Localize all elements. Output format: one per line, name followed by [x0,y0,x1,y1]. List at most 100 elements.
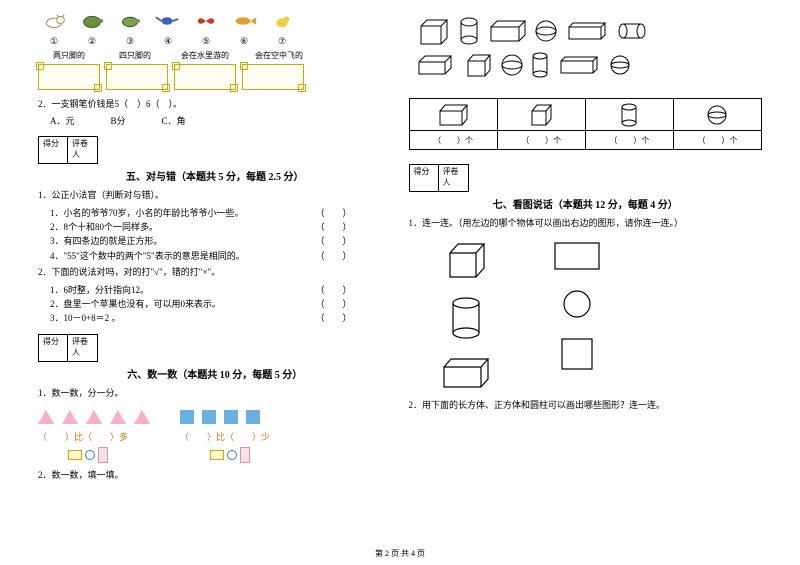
animal-butterfly-icon [190,10,222,32]
square-icon [560,337,594,371]
s5-q2: 2．下面的说法对吗，对的打"√"，错的打"×"。 [38,266,392,280]
cylinder-solid-icon [450,297,482,339]
q2-stem: 2．一支钢笔价钱是5（ ）6（ ）。 [38,98,392,112]
label-swim: 会在水里游的 [170,50,240,61]
num-4: ④ [152,36,184,47]
answer-box[interactable] [38,64,100,90]
cuboid-icon [557,55,601,75]
animal-fish-icon [228,10,260,32]
square-icon [180,410,194,424]
animal-chick-icon [266,10,298,32]
num-1: ① [38,36,70,47]
cube-solid-icon [444,241,488,279]
score-box-5: 得分 评卷人 [38,136,392,164]
grader-label: 评卷人 [68,334,98,362]
cube-icon [415,16,451,46]
square-icon [202,410,216,424]
paren[interactable]: （ ） [315,249,351,263]
q2-options: A．元 B分 C．角 [38,115,392,129]
label-fly: 会在空中飞的 [244,50,314,61]
compare-less: （ ）比（ ）少 [180,430,270,443]
s5-i1: 1．小名的爷爷70岁，小名的年龄比爷爷小一些。 [50,206,244,220]
animal-turtle2-icon [114,10,146,32]
score-box-7: 得分 评卷人 [409,164,763,192]
paren[interactable]: （ ） [315,311,351,325]
mini-rect-icon [98,447,108,463]
label-2legs: 两只脚的 [38,50,100,61]
answer-box[interactable] [242,64,304,90]
score-label: 得分 [38,334,68,362]
paren[interactable]: （ ） [315,206,351,220]
cuboid-solid-icon [439,357,493,389]
score-label: 得分 [38,136,68,164]
s7-q2: 2．用下面的长方体、正方体和圆柱可以画出哪些图形？连一连。 [409,399,763,413]
label-4legs: 四只脚的 [104,50,166,61]
animal-bird-icon [152,10,184,32]
sphere-icon [706,104,728,126]
s5-q1: 1．公正小法官（判断对与错）。 [38,189,392,203]
mini-rect-icon [210,450,224,460]
matching-area[interactable] [439,241,763,389]
num-2: ② [76,36,108,47]
animal-dog-icon [38,10,70,32]
s6-q2: 2．数一数，填一填。 [38,469,392,483]
answer-box[interactable] [106,64,168,90]
num-7: ⑦ [266,36,298,47]
num-5: ⑤ [190,36,222,47]
score-box-6: 得分 评卷人 [38,334,392,362]
s6-q1: 1．数一数，分一分。 [38,387,392,401]
cylinder-icon [531,52,549,78]
sphere-icon [501,54,523,76]
triangle-icon [110,410,126,424]
mini-rect-icon [68,450,82,460]
s5-i2: 2．8个十和80个一同样多。 [50,220,158,234]
circle-icon [562,289,592,319]
paren[interactable]: （ ） [315,220,351,234]
sphere-icon [609,54,631,76]
count-blank[interactable]: （ ）个 [674,131,761,149]
mini-rect-icon [240,447,250,463]
match-left-col [439,241,493,389]
paren[interactable]: （ ） [315,234,351,248]
triangle-icon [38,410,54,424]
animal-numbers-row: ① ② ③ ④ ⑤ ⑥ ⑦ [38,36,392,47]
triangle-icon [134,410,150,424]
section6-title: 六、数一数（本题共 10 分，每题 5 分） [38,366,392,381]
cube-icon [528,103,554,127]
count-table: （ ）个 （ ）个 （ ）个 （ ）个 [409,98,763,150]
compare-more: （ ）比（ ）多 [38,430,150,443]
cuboid-icon [415,54,455,76]
cylinder-icon [459,17,479,45]
grader-label: 评卷人 [439,164,469,192]
square-icon [224,410,238,424]
cuboid-icon [487,19,527,43]
s7-q1: 1．连一连。（用左边的哪个物体可以画出右边的图形，请你连一连。） [409,217,763,231]
cylinder-icon [620,103,638,127]
solids-collection [409,10,763,90]
paren[interactable]: （ ） [315,297,351,311]
section5-title: 五、对与错（本题共 5 分，每题 2.5 分） [38,168,392,183]
animal-turtle-icon [76,10,108,32]
count-blank[interactable]: （ ）个 [410,131,497,149]
page-footer: 第 2 页 共 4 页 [0,548,800,559]
mini-circle-icon [85,450,95,460]
answer-box[interactable] [174,64,236,90]
animal-icons-row [38,10,392,32]
match-right-col [553,241,601,389]
triangle-icon [62,410,78,424]
s5-j2: 2．盘里一个苹果也没有，可以用0来表示。 [50,297,221,311]
s5-j1: 1．6时整，分针指向12。 [50,283,149,297]
square-icon [246,410,260,424]
count-blank[interactable]: （ ）个 [498,131,585,149]
cuboid-icon [436,103,470,127]
triangles-group: （ ）比（ ）多 [38,406,150,463]
cube-icon [463,52,493,78]
s5-i4: 4．"55"这个数中的两个"5"表示的意思是相同的。 [50,249,245,263]
answer-boxes-row [38,64,392,90]
s5-i3: 3．有四条边的就是正方形。 [50,234,163,248]
category-labels-row: 两只脚的 四只脚的 会在水里游的 会在空中飞的 [38,50,392,61]
rectangle-icon [553,241,601,271]
count-blank[interactable]: （ ）个 [586,131,673,149]
mini-circle-icon [227,450,237,460]
paren[interactable]: （ ） [315,283,351,297]
